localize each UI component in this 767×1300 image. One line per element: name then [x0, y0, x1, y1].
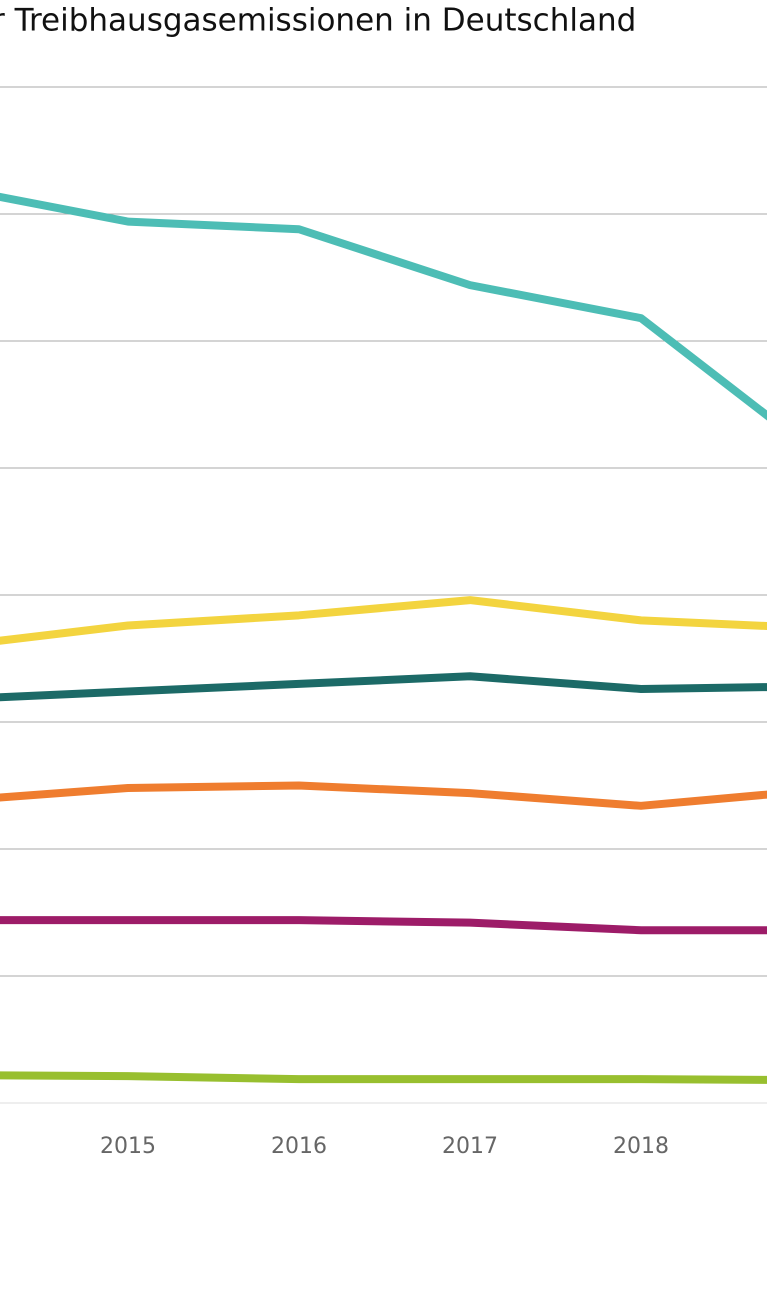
series-line	[0, 1071, 767, 1084]
x-tick-label: 2016	[271, 1134, 327, 1159]
series-line	[0, 192, 767, 421]
x-tick-label: 2017	[442, 1134, 498, 1159]
series-line	[0, 781, 767, 810]
x-tick-label: 2018	[613, 1134, 669, 1159]
series-line	[0, 672, 767, 702]
chart-title: r Treibhausgasemissionen in Deutschland	[0, 3, 636, 39]
x-tick-label: 2015	[100, 1134, 156, 1159]
series-line	[0, 916, 767, 935]
series-line	[0, 596, 767, 645]
